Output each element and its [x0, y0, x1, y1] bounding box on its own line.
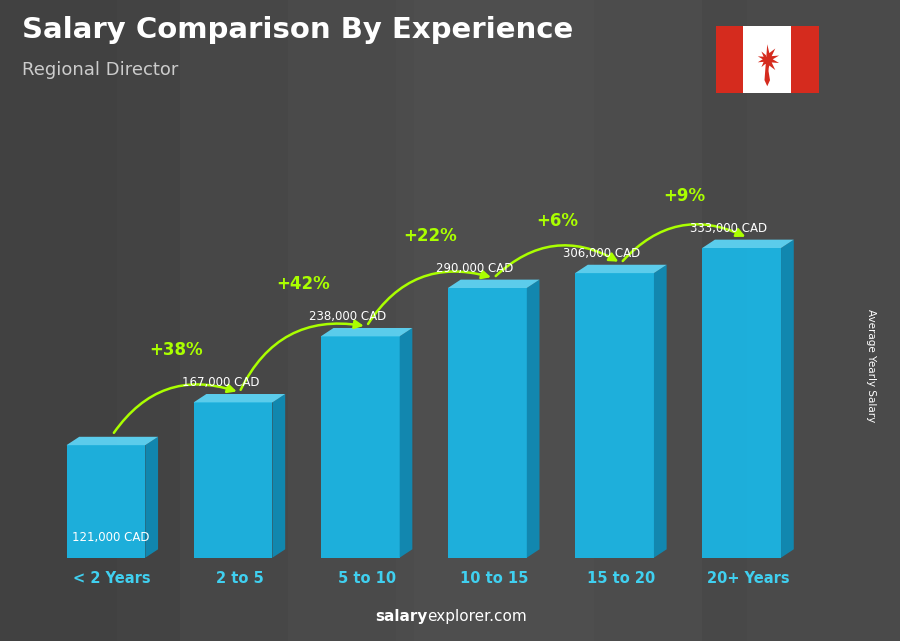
Text: 15 to 20: 15 to 20	[587, 571, 655, 586]
Text: +42%: +42%	[276, 275, 330, 293]
Polygon shape	[320, 328, 412, 337]
Polygon shape	[654, 265, 667, 558]
Polygon shape	[145, 437, 158, 558]
Polygon shape	[448, 279, 539, 288]
Polygon shape	[67, 445, 145, 558]
Bar	[234, 0, 396, 641]
Polygon shape	[320, 337, 400, 558]
Polygon shape	[758, 44, 779, 87]
Bar	[702, 0, 900, 641]
Text: +6%: +6%	[536, 212, 579, 229]
Text: 333,000 CAD: 333,000 CAD	[690, 222, 768, 235]
Text: 238,000 CAD: 238,000 CAD	[309, 310, 386, 323]
Text: 167,000 CAD: 167,000 CAD	[182, 376, 259, 389]
Polygon shape	[702, 240, 794, 248]
Text: 290,000 CAD: 290,000 CAD	[436, 262, 513, 274]
Polygon shape	[716, 26, 743, 93]
Text: Average Yearly Salary: Average Yearly Salary	[866, 309, 877, 422]
Text: Salary Comparison By Experience: Salary Comparison By Experience	[22, 16, 574, 44]
Polygon shape	[448, 288, 526, 558]
Text: 121,000 CAD: 121,000 CAD	[72, 531, 149, 544]
Text: 2 to 5: 2 to 5	[216, 571, 264, 586]
Text: explorer.com: explorer.com	[428, 609, 527, 624]
Text: +9%: +9%	[663, 187, 706, 204]
Text: 306,000 CAD: 306,000 CAD	[563, 247, 641, 260]
Polygon shape	[194, 394, 285, 403]
Polygon shape	[781, 240, 794, 558]
Polygon shape	[67, 437, 158, 445]
Polygon shape	[575, 273, 654, 558]
Text: 10 to 15: 10 to 15	[460, 571, 528, 586]
Bar	[414, 0, 594, 641]
Text: +22%: +22%	[403, 226, 457, 244]
Bar	[0, 0, 180, 641]
Bar	[747, 0, 900, 641]
Text: < 2 Years: < 2 Years	[74, 571, 151, 586]
Polygon shape	[273, 394, 285, 558]
Text: 20+ Years: 20+ Years	[706, 571, 789, 586]
Polygon shape	[702, 248, 781, 558]
Text: Regional Director: Regional Director	[22, 61, 179, 79]
Polygon shape	[400, 328, 412, 558]
Polygon shape	[194, 403, 273, 558]
Polygon shape	[526, 279, 539, 558]
Bar	[117, 0, 288, 641]
Polygon shape	[575, 265, 667, 273]
Polygon shape	[791, 26, 819, 93]
Text: salary: salary	[375, 609, 428, 624]
Polygon shape	[743, 26, 791, 93]
Text: +38%: +38%	[149, 341, 202, 359]
Text: 5 to 10: 5 to 10	[338, 571, 396, 586]
